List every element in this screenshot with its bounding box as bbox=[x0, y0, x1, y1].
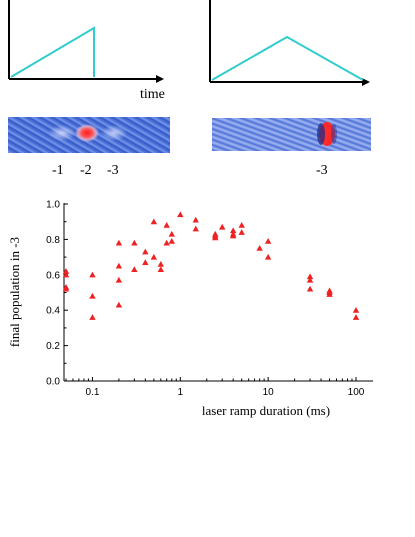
data-point-10 bbox=[115, 301, 123, 308]
y-tick-label: 0.2 bbox=[46, 341, 60, 352]
data-point-19 bbox=[163, 222, 170, 228]
data-point-39 bbox=[306, 276, 314, 283]
data-point-33 bbox=[238, 222, 245, 228]
absorption-image-right bbox=[212, 118, 371, 151]
data-point-20 bbox=[163, 239, 170, 246]
ramp-right-panel bbox=[209, 0, 370, 86]
data-point-6 bbox=[89, 314, 96, 320]
data-point-43 bbox=[326, 291, 333, 297]
data-point-5 bbox=[89, 292, 96, 299]
data-point-28 bbox=[212, 234, 219, 241]
ramp-left-time-label: time bbox=[140, 87, 165, 102]
data-point-22 bbox=[168, 237, 175, 244]
data-point-44 bbox=[352, 307, 360, 313]
order-peak-shadow-right bbox=[331, 124, 337, 144]
order-glow-minus1 bbox=[48, 125, 76, 141]
data-points bbox=[62, 211, 360, 320]
ramp-right-curve bbox=[211, 35, 364, 81]
y-tick-label: 0.0 bbox=[46, 377, 60, 388]
order-peak-minus2 bbox=[75, 124, 99, 142]
order-label-minus1: -1 bbox=[52, 163, 64, 178]
ramp-left-curve bbox=[10, 26, 95, 78]
data-point-11 bbox=[131, 239, 138, 246]
data-point-29 bbox=[219, 223, 226, 230]
data-point-0 bbox=[62, 268, 70, 274]
data-point-37 bbox=[264, 253, 272, 260]
data-point-38 bbox=[306, 273, 314, 280]
data-point-4 bbox=[89, 271, 96, 278]
data-point-8 bbox=[115, 262, 123, 269]
x-ticks: 0.1 1 10 100 bbox=[65, 377, 365, 398]
x-tick-label: 0.1 bbox=[85, 387, 99, 398]
data-point-7 bbox=[115, 239, 123, 246]
absorption-image-left bbox=[8, 117, 170, 153]
chart-x-label: laser ramp duration (ms) bbox=[202, 403, 330, 418]
data-point-18 bbox=[157, 266, 165, 273]
data-point-30 bbox=[229, 227, 237, 234]
data-point-21 bbox=[168, 230, 175, 237]
order-label-minus3: -3 bbox=[107, 163, 119, 178]
data-point-14 bbox=[142, 259, 149, 265]
data-point-12 bbox=[131, 266, 138, 273]
data-point-40 bbox=[306, 285, 314, 292]
data-point-15 bbox=[150, 218, 158, 225]
order-glow-minus3 bbox=[101, 125, 127, 141]
order-label-minus2: -2 bbox=[80, 163, 92, 178]
data-point-34 bbox=[238, 229, 245, 235]
y-ticks: 0.0 0.2 0.4 0.6 0.8 1.0 bbox=[46, 200, 68, 388]
y-tick-label: 0.4 bbox=[46, 306, 60, 317]
data-point-35 bbox=[256, 245, 263, 251]
ramp-left-panel: time bbox=[8, 0, 165, 102]
data-point-32 bbox=[229, 232, 237, 239]
y-tick-label: 1.0 bbox=[46, 200, 60, 211]
data-point-45 bbox=[352, 314, 360, 320]
x-tick-label: 100 bbox=[348, 387, 365, 398]
data-point-13 bbox=[142, 248, 149, 255]
absorption-image-right-bg bbox=[212, 118, 371, 151]
chart-y-label: final population in -3 bbox=[7, 237, 22, 347]
data-point-25 bbox=[192, 225, 199, 232]
y-tick-label: 0.6 bbox=[46, 270, 60, 281]
data-point-9 bbox=[115, 276, 123, 283]
data-point-16 bbox=[150, 253, 158, 260]
data-point-1 bbox=[62, 271, 70, 278]
order-peak-shadow bbox=[317, 123, 325, 145]
x-tick-label: 10 bbox=[263, 387, 275, 398]
data-point-3 bbox=[62, 285, 70, 292]
data-point-36 bbox=[264, 237, 272, 244]
scatter-chart: 0.0 0.2 0.4 0.6 0.8 1.0 0.1 1 10 100 final popul… bbox=[7, 200, 373, 418]
y-tick-label: 0.8 bbox=[46, 235, 60, 246]
data-point-17 bbox=[157, 260, 165, 267]
x-tick-label: 1 bbox=[178, 387, 184, 398]
data-point-24 bbox=[192, 216, 199, 223]
data-point-23 bbox=[177, 211, 184, 218]
order-label-minus3-right: -3 bbox=[316, 163, 328, 178]
